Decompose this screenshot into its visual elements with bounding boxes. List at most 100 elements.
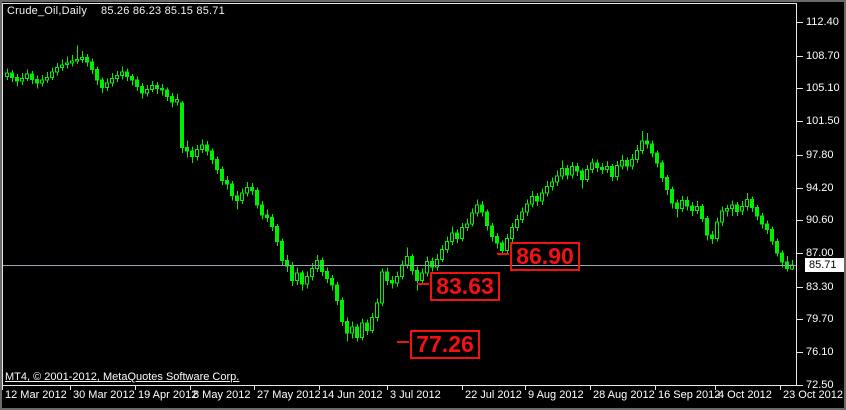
- candle-body: [530, 196, 534, 205]
- candle-body: [700, 206, 704, 219]
- candle-body: [265, 214, 269, 219]
- candle-body: [625, 159, 629, 167]
- candle-body: [500, 242, 504, 251]
- candle-body: [370, 317, 374, 331]
- candle-body: [715, 221, 719, 240]
- candle-body: [440, 248, 444, 260]
- price-label-annotation[interactable]: 86.90: [510, 242, 580, 271]
- candle-body: [660, 162, 664, 179]
- candle-body: [755, 207, 759, 217]
- candle-body: [30, 73, 34, 80]
- time-axis-tick: [190, 386, 191, 390]
- time-axis-tick: [254, 386, 255, 390]
- price-label-annotation[interactable]: 83.63: [430, 272, 500, 301]
- candle-body: [560, 168, 564, 177]
- candle-body: [790, 264, 794, 270]
- price-label-annotation[interactable]: 77.26: [410, 330, 480, 359]
- candle-body: [200, 144, 204, 150]
- candle-body: [335, 284, 339, 301]
- time-axis-tick: [319, 386, 320, 390]
- candle-body: [765, 223, 769, 230]
- candle-body: [495, 236, 499, 244]
- candle-body: [165, 89, 169, 98]
- candle-body: [35, 78, 39, 84]
- candle-body: [185, 147, 189, 152]
- candle-body: [725, 208, 729, 212]
- candle-body: [615, 165, 619, 178]
- time-axis-tick: [655, 386, 656, 390]
- time-axis-tick: [2, 386, 3, 390]
- candle-body: [545, 186, 549, 194]
- candle-body: [425, 260, 429, 274]
- candle-body: [45, 77, 49, 81]
- candle-body: [280, 240, 284, 261]
- candle-body: [100, 79, 104, 88]
- candle-body: [75, 58, 79, 62]
- time-axis-tick: [135, 386, 136, 390]
- candle-body: [775, 240, 779, 254]
- candle-body: [485, 211, 489, 227]
- candle-body: [600, 167, 604, 170]
- candle-body: [740, 206, 744, 212]
- candle-body: [65, 62, 69, 66]
- price-axis-tick: [797, 352, 803, 353]
- price-axis-label: 87.00: [806, 247, 834, 259]
- time-axis-tick: [70, 386, 71, 390]
- candle-body: [60, 64, 64, 69]
- price-axis-label: 97.80: [806, 149, 834, 161]
- candle-body: [460, 227, 464, 240]
- price-axis-label: 76.10: [806, 346, 834, 358]
- current-price-badge: 85.71: [805, 258, 846, 272]
- candle-body: [450, 232, 454, 242]
- candle-body: [15, 77, 19, 82]
- candle-body: [710, 234, 714, 239]
- time-axis-label: 8 May 2012: [193, 389, 251, 401]
- candle-body: [20, 77, 24, 82]
- candle-body: [595, 162, 599, 168]
- price-label-anchor: [397, 341, 409, 343]
- price-axis-tick: [797, 56, 803, 57]
- candle-body: [390, 279, 394, 284]
- candle-body: [310, 268, 314, 278]
- candle-body: [750, 198, 754, 209]
- candle-body: [135, 79, 139, 88]
- time-axis-label: 9 Aug 2012: [528, 389, 584, 401]
- candle-body: [580, 170, 584, 180]
- candle-body: [290, 265, 294, 281]
- candle-body: [55, 67, 59, 73]
- candle-body: [655, 152, 659, 164]
- price-axis-tick: [797, 121, 803, 122]
- candle-body: [535, 196, 539, 202]
- candle-body: [760, 215, 764, 225]
- candle-body: [410, 256, 414, 271]
- time-axis-tick: [525, 386, 526, 390]
- candle-body: [720, 210, 724, 223]
- candle-body: [575, 166, 579, 172]
- time-axis-label: 30 Mar 2012: [73, 389, 135, 401]
- time-axis-label: 3 Jul 2012: [390, 389, 441, 401]
- price-label-anchor: [497, 253, 509, 255]
- candle-body: [650, 143, 654, 154]
- time-axis-label: 28 Aug 2012: [593, 389, 655, 401]
- chart-title: Crude_Oil,Daily 85.26 86.23 85.15 85.71: [7, 5, 225, 17]
- candle-body: [685, 199, 689, 207]
- candle-body: [635, 149, 639, 160]
- candle-body: [465, 223, 469, 229]
- candle-body: [70, 60, 74, 64]
- time-axis-tick: [780, 386, 781, 390]
- price-axis-label: 101.50: [806, 115, 840, 127]
- candle-body: [590, 162, 594, 170]
- time-axis-tick: [462, 386, 463, 390]
- candle-body: [550, 181, 554, 188]
- candle-body: [315, 259, 319, 270]
- candle-body: [610, 166, 614, 178]
- candle-body: [435, 259, 439, 268]
- candle-body: [375, 302, 379, 319]
- candle-body: [95, 68, 99, 81]
- candle-body: [645, 140, 649, 145]
- candle-body: [130, 76, 134, 81]
- candle-body: [125, 71, 129, 77]
- price-axis-tick: [797, 220, 803, 221]
- plot-border: [2, 3, 797, 386]
